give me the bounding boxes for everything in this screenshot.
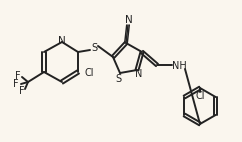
Text: Cl: Cl <box>84 68 94 78</box>
Text: N: N <box>125 15 133 25</box>
Text: N: N <box>135 69 143 79</box>
Text: F: F <box>19 86 25 96</box>
Text: F: F <box>15 71 21 81</box>
Text: N: N <box>58 36 66 46</box>
Text: F: F <box>13 79 19 89</box>
Text: S: S <box>115 74 121 84</box>
Text: Cl: Cl <box>195 91 205 101</box>
Text: S: S <box>91 43 97 53</box>
Text: NH: NH <box>172 61 186 71</box>
